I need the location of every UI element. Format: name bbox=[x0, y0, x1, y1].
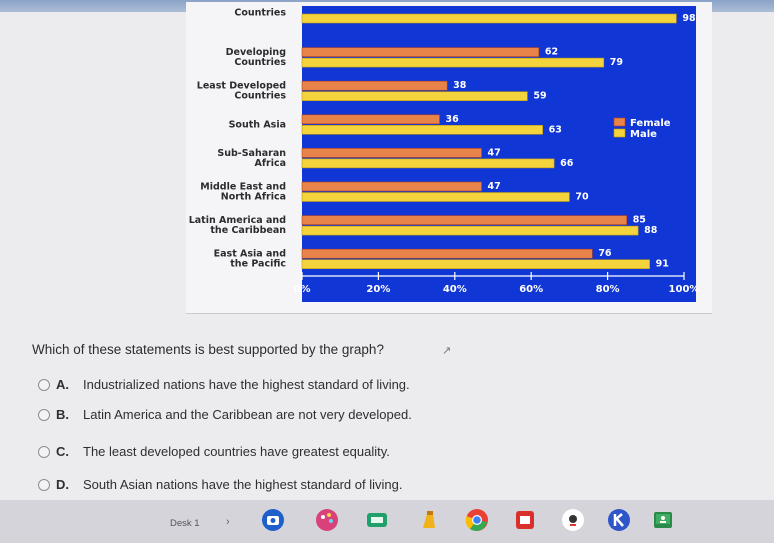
data-label-male: 70 bbox=[575, 192, 589, 203]
data-label-male: 66 bbox=[560, 158, 574, 169]
option-d[interactable]: D. South Asian nations have the highest … bbox=[38, 477, 402, 492]
paint-palette-icon[interactable] bbox=[314, 507, 340, 533]
category-label: Sub-Saharan bbox=[217, 148, 286, 159]
category-label: Latin America and bbox=[189, 215, 286, 226]
category-label: North Africa bbox=[221, 192, 286, 203]
option-text: The least developed countries have great… bbox=[83, 444, 390, 459]
data-label-male: 88 bbox=[644, 225, 658, 236]
category-label: South Asia bbox=[229, 119, 286, 130]
bar-female bbox=[301, 47, 540, 57]
bar-male bbox=[301, 259, 650, 269]
category-label: Least Developed bbox=[197, 81, 286, 92]
option-c[interactable]: C. The least developed countries have gr… bbox=[38, 444, 390, 459]
bar-male bbox=[301, 158, 555, 169]
camera-icon[interactable] bbox=[260, 507, 286, 533]
option-text: Latin America and the Caribbean are not … bbox=[83, 407, 412, 422]
data-label-female: 47 bbox=[488, 181, 501, 192]
bar-male bbox=[301, 125, 543, 135]
x-tick-label: 80% bbox=[596, 284, 620, 295]
radio-button-b[interactable] bbox=[38, 408, 50, 421]
bar-male bbox=[301, 91, 528, 101]
x-tick-label: 0% bbox=[294, 284, 311, 295]
category-label: Countries bbox=[234, 57, 286, 68]
screencast-icon[interactable] bbox=[364, 507, 390, 533]
bar-male bbox=[301, 13, 677, 24]
option-letter: D. bbox=[56, 477, 69, 492]
bar-female bbox=[301, 215, 628, 225]
record-icon[interactable] bbox=[560, 507, 586, 533]
data-label-male: 91 bbox=[656, 259, 669, 270]
radio-button-d[interactable] bbox=[38, 478, 50, 491]
legend-swatch-male bbox=[613, 128, 626, 138]
option-letter: B. bbox=[56, 407, 69, 422]
category-label: Countries bbox=[234, 8, 286, 19]
data-label-female: 76 bbox=[598, 248, 612, 259]
bar-female bbox=[301, 248, 593, 259]
category-label: Developing bbox=[226, 47, 286, 58]
chevron-right-icon[interactable]: › bbox=[226, 516, 230, 528]
option-a[interactable]: A. Industrialized nations have the highe… bbox=[38, 377, 410, 392]
marker-icon[interactable] bbox=[416, 507, 442, 533]
category-label: the Caribbean bbox=[210, 225, 286, 236]
k-app-icon[interactable] bbox=[606, 507, 632, 533]
data-label-male: 63 bbox=[549, 124, 562, 135]
radio-button-c[interactable] bbox=[38, 445, 50, 458]
bar-male bbox=[301, 192, 570, 202]
bar-female bbox=[301, 181, 482, 192]
bar-female bbox=[301, 148, 482, 158]
bar-chart: Countries 98DevelopingCountries6279Least … bbox=[189, 6, 700, 302]
data-label-female: 85 bbox=[633, 215, 646, 226]
mouse-cursor-icon: ↗ bbox=[442, 345, 452, 357]
data-label-male: 59 bbox=[533, 91, 546, 102]
x-tick-label: 20% bbox=[366, 284, 390, 295]
category-label: Countries bbox=[234, 91, 286, 102]
category-label: Africa bbox=[255, 158, 286, 169]
chrome-icon[interactable] bbox=[464, 507, 490, 533]
bar-male bbox=[301, 57, 605, 68]
x-tick-label: 40% bbox=[443, 284, 467, 295]
option-text: South Asian nations have the highest sta… bbox=[83, 477, 403, 492]
data-label-female: 62 bbox=[545, 47, 558, 58]
bar-female bbox=[301, 80, 448, 91]
legend-label-male: Male bbox=[630, 129, 657, 140]
option-b[interactable]: B. Latin America and the Caribbean are n… bbox=[38, 407, 412, 422]
category-label: the Pacific bbox=[230, 259, 286, 270]
data-label-female: 47 bbox=[488, 147, 501, 158]
option-text: Industrialized nations have the highest … bbox=[83, 377, 410, 392]
option-letter: A. bbox=[56, 377, 69, 392]
data-label-male: 79 bbox=[610, 57, 623, 68]
category-label: Middle East and bbox=[200, 182, 286, 193]
category-label: East Asia and bbox=[214, 249, 286, 260]
radio-button-a[interactable] bbox=[38, 378, 50, 391]
data-label-female: 38 bbox=[453, 80, 467, 91]
classroom-icon[interactable] bbox=[650, 507, 676, 533]
bar-male bbox=[301, 225, 639, 236]
legend-swatch-female bbox=[613, 117, 626, 127]
data-label-male: 98 bbox=[682, 13, 696, 24]
bar-female bbox=[301, 114, 440, 125]
x-tick-label: 100% bbox=[669, 284, 700, 295]
x-tick-label: 60% bbox=[519, 284, 543, 295]
option-letter: C. bbox=[56, 444, 69, 459]
slides-icon[interactable] bbox=[512, 507, 538, 533]
legend-label-female: Female bbox=[630, 118, 671, 129]
question-text: Which of these statements is best suppor… bbox=[32, 342, 384, 357]
data-label-female: 36 bbox=[446, 114, 460, 125]
desk-label[interactable]: Desk 1 bbox=[170, 518, 200, 529]
